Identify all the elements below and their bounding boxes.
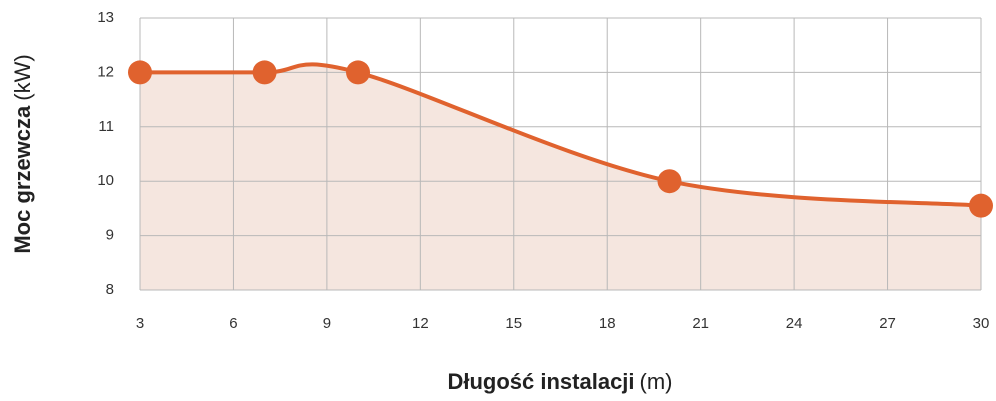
- x-axis-title: Długość instalacji (m): [447, 369, 672, 394]
- y-label: Moc grzewcza: [10, 105, 35, 254]
- x-tick-label: 15: [505, 315, 522, 332]
- y-tick-label: 8: [106, 281, 114, 298]
- y-tick-label: 9: [106, 227, 114, 244]
- y-axis-title: Moc grzewcza (kW): [10, 54, 35, 253]
- x-tick-label: 18: [599, 315, 616, 332]
- y-tick-label: 11: [98, 118, 114, 135]
- x-tick-label: 21: [692, 315, 709, 332]
- y-unit: (kW): [10, 54, 35, 100]
- x-tick-label: 30: [973, 315, 990, 332]
- x-tick-label: 12: [412, 315, 429, 332]
- x-unit: (m): [640, 369, 673, 394]
- point: [657, 169, 682, 194]
- area: [140, 64, 981, 291]
- y-tick-label: 12: [97, 63, 114, 80]
- x-tick-label: 3: [136, 315, 144, 332]
- point: [346, 60, 371, 85]
- x-tick-label: 9: [323, 315, 331, 332]
- x-label: Długość instalacji: [447, 369, 634, 394]
- point: [969, 193, 993, 218]
- point: [252, 60, 277, 85]
- y-tick-label: 10: [97, 172, 114, 189]
- y-tick-label: 13: [97, 9, 114, 26]
- x-tick-label: 6: [229, 315, 237, 332]
- point: [128, 60, 152, 85]
- line: [140, 62, 982, 208]
- x-tick-label: 27: [879, 315, 896, 332]
- x-tick-label: 24: [786, 315, 803, 332]
